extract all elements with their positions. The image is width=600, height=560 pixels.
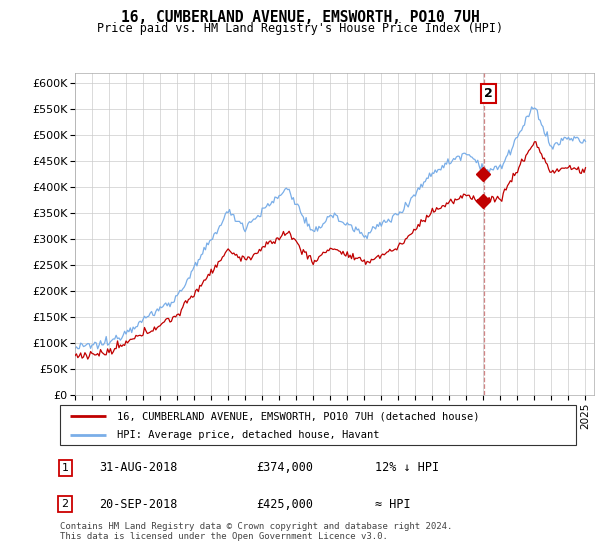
Text: ≈ HPI: ≈ HPI xyxy=(375,498,410,511)
Text: 16, CUMBERLAND AVENUE, EMSWORTH, PO10 7UH (detached house): 16, CUMBERLAND AVENUE, EMSWORTH, PO10 7U… xyxy=(117,411,479,421)
Text: 31-AUG-2018: 31-AUG-2018 xyxy=(98,461,177,474)
Text: 1: 1 xyxy=(62,463,68,473)
Text: Price paid vs. HM Land Registry's House Price Index (HPI): Price paid vs. HM Land Registry's House … xyxy=(97,22,503,35)
Text: HPI: Average price, detached house, Havant: HPI: Average price, detached house, Hava… xyxy=(117,430,379,440)
Text: 20-SEP-2018: 20-SEP-2018 xyxy=(98,498,177,511)
Text: 2: 2 xyxy=(62,500,69,509)
FancyBboxPatch shape xyxy=(60,405,576,445)
Text: £425,000: £425,000 xyxy=(256,498,313,511)
Text: 12% ↓ HPI: 12% ↓ HPI xyxy=(375,461,439,474)
Text: 16, CUMBERLAND AVENUE, EMSWORTH, PO10 7UH: 16, CUMBERLAND AVENUE, EMSWORTH, PO10 7U… xyxy=(121,10,479,25)
Text: Contains HM Land Registry data © Crown copyright and database right 2024.
This d: Contains HM Land Registry data © Crown c… xyxy=(60,522,452,542)
Text: £374,000: £374,000 xyxy=(256,461,313,474)
Text: 2: 2 xyxy=(484,87,493,100)
